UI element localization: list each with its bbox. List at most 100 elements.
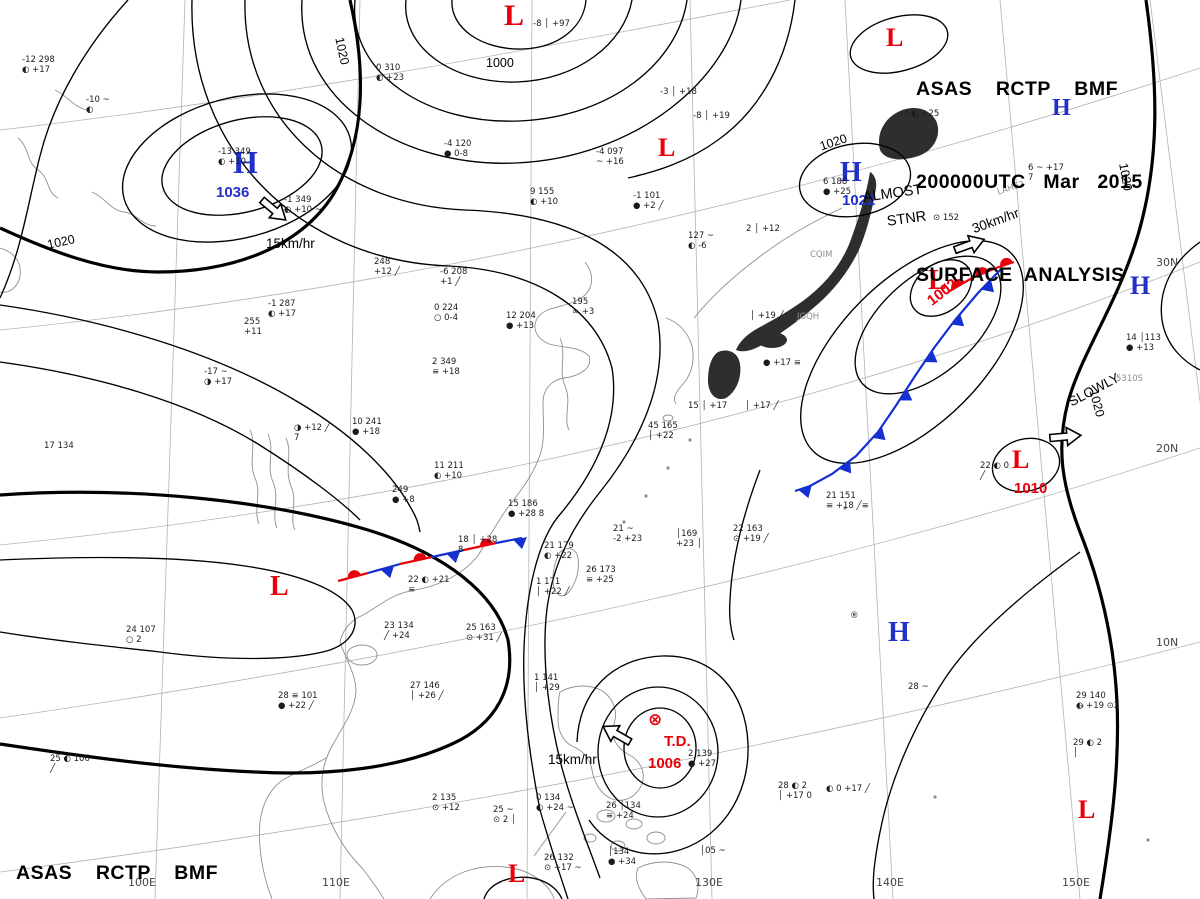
tropical-depression-pressure: 1006 (648, 755, 682, 772)
island-dot (688, 438, 692, 442)
isobar-line (597, 686, 719, 818)
isobar-line (244, 0, 661, 879)
grid-line (689, 0, 713, 899)
isobar-line (483, 876, 563, 899)
station-plot: 248 +12 ╱ (374, 257, 400, 277)
station-plot: 1 141 │ +29 (534, 673, 560, 693)
station-plot: 28 ◐ 2 │ +17 0 (778, 781, 812, 801)
station-plot: 6 188 ● +25 (823, 177, 852, 197)
station-plot: 29 140 ◐ +19 ⊙2 (1076, 691, 1120, 711)
station-plot: 26 │134 ≡ +24 (606, 801, 641, 821)
coastline-island (610, 840, 626, 852)
station-plot: 0 224 ○ 0-4 (434, 303, 459, 323)
movement-arrow-icon (258, 196, 287, 221)
coastline-hokkaido (878, 108, 939, 160)
isobar-line (161, 116, 323, 216)
station-plot: │ +19 ╱ (750, 311, 784, 321)
latitude-label: 10N (1156, 636, 1179, 649)
longitude-label: 150E (1062, 876, 1090, 889)
station-plot: -1 349 ◐ +10 ~ (284, 195, 322, 215)
cold-front-triangle (446, 550, 461, 564)
warm-front-semicircle (347, 570, 361, 579)
station-plot: │05 ~ (700, 846, 726, 856)
station-plot: ⊙ 152 (933, 213, 960, 223)
pressure-center-L: L (886, 23, 904, 52)
grid-line (0, 447, 1200, 719)
isobar-line-thick (0, 0, 363, 274)
coastline-island (596, 809, 616, 823)
river-line (17, 137, 59, 199)
station-plot: 24 107 ○ 2 (126, 625, 156, 645)
isobar-line (854, 255, 1002, 395)
isobar-line (1160, 241, 1200, 371)
station-plot: 2 135 ⊙ +12 (432, 793, 460, 813)
coastline-taiwan (552, 548, 579, 597)
station-callsign: 5310S (1116, 374, 1144, 384)
station-plot: 17 134 (44, 441, 74, 451)
coastline-borneo (429, 866, 555, 899)
station-plot: 23 134 ╱ +24 (384, 621, 414, 641)
movement-arrow-icon (1048, 426, 1083, 448)
longitude-label: 130E (695, 876, 723, 889)
station-plot: 1 171 │ +22 ╱ (536, 577, 570, 597)
island-dot (644, 494, 648, 498)
coastline (339, 261, 593, 643)
island-dot (843, 506, 847, 510)
coastline-mindanao (635, 861, 699, 899)
longitude-label: 110E (322, 876, 350, 889)
grid-line (999, 0, 1081, 899)
station-plot: ◑ +12 ╱ 7 (294, 423, 330, 443)
station-plot: 0 134 ◐ +24 ~ (536, 793, 574, 813)
station-callsign: CQIM (810, 250, 833, 260)
isobar-line (0, 304, 421, 533)
coastline (693, 207, 843, 319)
pressure-center-L: L (1012, 445, 1030, 474)
isobar-line (623, 707, 697, 789)
front-segment (463, 541, 497, 552)
isobar-line (191, 0, 615, 899)
small-islands (622, 438, 1150, 842)
tropical-depression-label: T.D. (664, 733, 691, 750)
station-plot: -8 │ +97 (533, 19, 570, 29)
station-plot: 15 186 ● +28 8 (508, 499, 545, 519)
isobar-line (909, 259, 973, 317)
grid-line (0, 641, 1200, 873)
river-line (285, 437, 296, 531)
station-plot: -12 298 ◐ +17 (22, 55, 55, 75)
pressure-center-L: L (1078, 795, 1096, 824)
station-plot: │ +17 ╱ (745, 401, 779, 411)
title-line-datetime: 200000UTC Mar 2015 (916, 171, 1143, 193)
station-plot: -8 │ +19 (693, 111, 730, 121)
coastline-korea (665, 317, 694, 405)
warm-front-semicircle (1000, 257, 1013, 267)
motion-annotation: ALMOST (862, 181, 924, 206)
warm-front-semicircle (413, 553, 427, 561)
latitude-label: 20N (1156, 442, 1179, 455)
pressure-center-H: H (888, 617, 910, 648)
cold-front-triangle (838, 460, 852, 474)
cold-front-triangle (924, 350, 938, 363)
grid-line (339, 0, 361, 899)
isobar-label: 1020 (46, 232, 77, 252)
pressure-center-L: L (658, 133, 676, 162)
front-segment (399, 555, 433, 566)
station-plot: 22 163 ⊙ +19 ╱ (733, 524, 769, 544)
coastline-palawan (533, 811, 567, 857)
grid-line (1149, 0, 1200, 405)
station-plot: 25 ◐ 106 ╱ (50, 754, 90, 774)
cold-front-triangle (513, 537, 527, 550)
station-callsign: JGQH (797, 312, 820, 322)
station-plot: 6 ~ +17 7 (1028, 163, 1064, 183)
pressure-center-H: H (1130, 271, 1151, 300)
station-plot: -7 ◐ +25 ~ (900, 109, 940, 129)
coastline (259, 757, 327, 899)
station-plot: 28 ~ (908, 682, 929, 692)
station-plot: -6 208 +1 ╱ (440, 267, 468, 287)
river-line (267, 433, 278, 529)
isobar-line (405, 0, 633, 83)
isobar-line (121, 93, 353, 243)
station-plot: -4 120 ● 0-8 (444, 139, 472, 159)
island-dot (933, 795, 937, 799)
isobar-line (991, 437, 1061, 493)
